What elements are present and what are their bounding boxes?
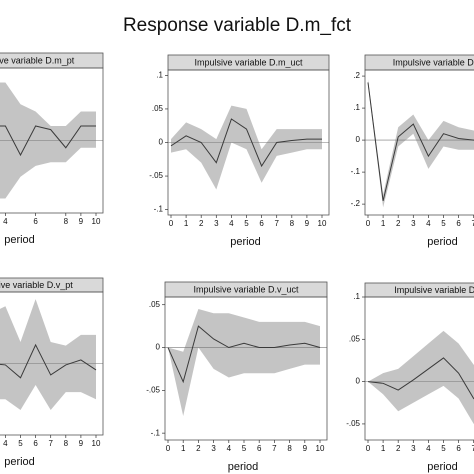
response-line [0, 343, 97, 379]
x-tick-label: 10 [318, 219, 327, 228]
confidence-band [168, 308, 320, 417]
x-tick-label: 4 [229, 219, 234, 228]
confidence-band [368, 79, 474, 208]
x-axis-label: period [427, 461, 458, 473]
y-tick-label: .1 [353, 292, 360, 301]
panel-title: Impulsive variable D.v_fct [394, 285, 474, 295]
x-tick-label: 3 [211, 444, 216, 453]
x-tick-label: 0 [366, 444, 371, 453]
x-axis-label: period [228, 461, 259, 473]
x-tick-label: 4 [3, 439, 8, 448]
x-tick-label: 5 [242, 444, 247, 453]
x-tick-label: 4 [3, 217, 8, 226]
x-tick-label: 5 [18, 439, 23, 448]
x-tick-label: 5 [441, 444, 446, 453]
y-tick-label: .05 [149, 300, 161, 309]
panel-title: Impulsive variable D.m_fct [393, 57, 474, 67]
plot-frame [0, 67, 104, 214]
y-tick-label: .05 [152, 104, 164, 113]
x-tick-label: 8 [287, 444, 292, 453]
x-tick-label: 1 [381, 444, 386, 453]
confidence-band [171, 105, 322, 190]
y-tick-label: -.05 [146, 385, 160, 394]
y-tick-label: .1 [353, 103, 360, 112]
x-tick-label: 10 [92, 217, 101, 226]
panel-title: Impulsive variable D.v_uct [193, 284, 299, 294]
x-tick-label: 0 [166, 444, 171, 453]
x-tick-label: 0 [169, 219, 174, 228]
x-tick-label: 2 [196, 444, 201, 453]
x-tick-label: 2 [396, 444, 401, 453]
response-line [367, 357, 474, 400]
y-tick-label: 0 [356, 135, 361, 144]
x-tick-label: 2 [199, 219, 204, 228]
plot-frame [0, 291, 104, 436]
x-tick-label: 7 [48, 439, 53, 448]
y-tick-label: -.1 [351, 167, 361, 176]
x-tick-label: 3 [411, 444, 416, 453]
chart-title: Response variable D.m_fct [123, 15, 352, 36]
x-tick-label: 6 [33, 439, 38, 448]
x-tick-label: 6 [257, 444, 262, 453]
x-tick-label: 8 [64, 439, 69, 448]
x-tick-label: 6 [33, 217, 38, 226]
y-tick-label: 0 [356, 377, 361, 386]
response-line [170, 118, 322, 168]
x-tick-label: 4 [426, 219, 431, 228]
x-tick-label: 6 [456, 219, 461, 228]
x-tick-label: 5 [244, 219, 249, 228]
x-tick-label: 6 [456, 444, 461, 453]
confidence-band [368, 330, 474, 424]
y-tick-label: .2 [353, 71, 360, 80]
x-tick-label: 7 [272, 444, 277, 453]
y-tick-label: -.1 [154, 205, 164, 214]
x-tick-label: 9 [79, 217, 84, 226]
x-tick-label: 6 [259, 219, 264, 228]
x-tick-label: 4 [426, 444, 431, 453]
x-tick-label: 9 [303, 444, 308, 453]
x-tick-label: 7 [471, 444, 474, 453]
y-tick-label: -.05 [149, 171, 163, 180]
x-tick-label: 1 [184, 219, 189, 228]
x-tick-label: 8 [290, 219, 295, 228]
plot-frame [364, 69, 474, 216]
x-tick-label: 2 [396, 219, 401, 228]
panel-title: Impulsive variable D.v_pt [0, 280, 73, 290]
y-tick-label: .1 [156, 70, 163, 79]
x-axis-label: period [4, 234, 35, 246]
response-line [0, 125, 96, 157]
x-tick-label: 10 [316, 444, 325, 453]
x-tick-label: 1 [181, 444, 186, 453]
x-tick-label: 5 [441, 219, 446, 228]
x-tick-label: 4 [227, 444, 232, 453]
x-tick-label: 3 [214, 219, 219, 228]
x-tick-label: 1 [381, 219, 386, 228]
response-line [367, 82, 474, 202]
x-tick-label: 8 [64, 217, 69, 226]
y-tick-label: -.2 [351, 199, 361, 208]
y-tick-label: 0 [159, 138, 164, 147]
x-tick-label: 9 [305, 219, 310, 228]
plot-frame [164, 296, 328, 441]
x-axis-label: period [4, 456, 35, 468]
x-tick-label: 7 [471, 219, 474, 228]
y-tick-label: .05 [349, 334, 361, 343]
x-axis-label: period [230, 236, 261, 248]
confidence-band [0, 299, 96, 410]
response-line [167, 325, 321, 384]
panel-title: Impulsive variable D.m_uct [194, 57, 303, 67]
x-tick-label: 0 [366, 219, 371, 228]
x-tick-label: 3 [411, 219, 416, 228]
y-tick-label: 0 [156, 343, 161, 352]
x-tick-label: 9 [79, 439, 84, 448]
x-tick-label: 10 [92, 439, 101, 448]
y-tick-label: -.05 [346, 419, 360, 428]
x-axis-label: period [427, 236, 458, 248]
y-tick-label: -.1 [151, 428, 161, 437]
panel-title: Impulsive variable D.m_pt [0, 55, 75, 65]
x-tick-label: 7 [274, 219, 279, 228]
plot-frame [364, 296, 474, 441]
